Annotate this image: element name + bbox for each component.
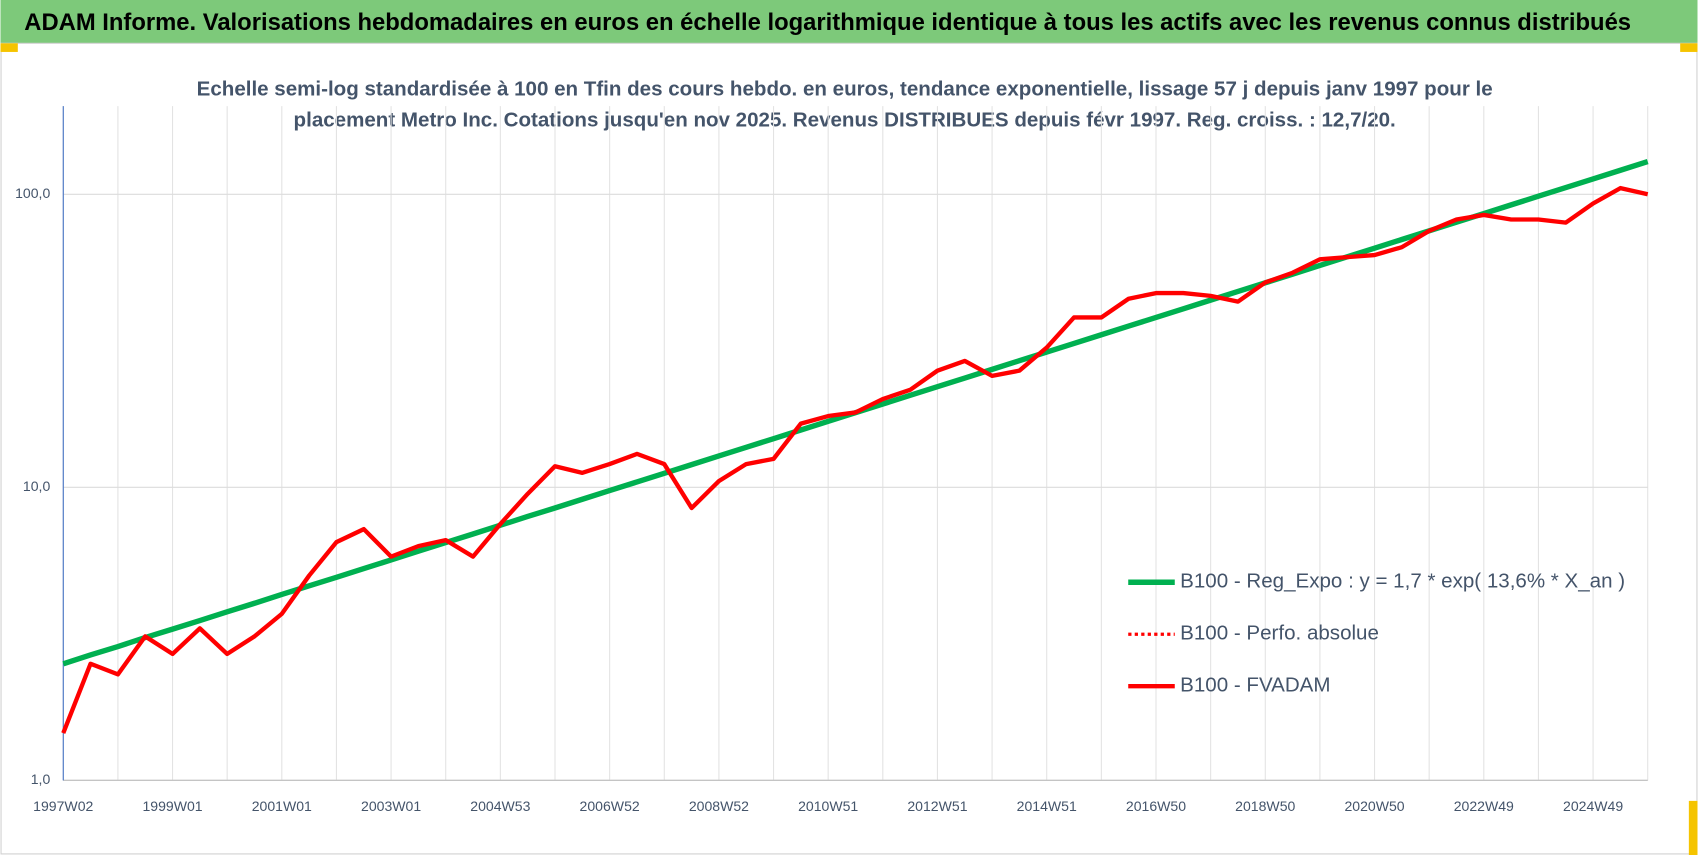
x-tick-label: 1997W02	[33, 798, 93, 814]
x-tick-label: 2003W01	[361, 798, 421, 814]
x-tick-label: 2016W50	[1126, 798, 1186, 814]
x-tick-label: 2010W51	[798, 798, 858, 814]
legend-label: B100 - Reg_Expo : y = 1,7 * exp( 13,6% *…	[1180, 570, 1625, 593]
series-line	[61, 185, 1649, 734]
y-tick-label: 10,0	[23, 478, 51, 494]
y-tick-label: 1,0	[31, 771, 51, 787]
series-line	[61, 186, 1649, 734]
header-band	[0, 0, 1698, 44]
frame	[0, 42, 1698, 855]
x-tick-label: 2020W50	[1344, 798, 1404, 814]
x-tick-label: 2018W50	[1235, 798, 1295, 814]
x-tick-label: 2004W53	[470, 798, 530, 814]
x-tick-label: 2024W49	[1563, 798, 1623, 814]
x-tick-label: 2001W01	[252, 798, 312, 814]
x-tick-label: 2008W52	[689, 798, 749, 814]
corner	[1688, 800, 1698, 855]
chart-subtitle: Echelle semi-log standardisée à 100 en T…	[197, 77, 1493, 100]
legend-label: B100 - FVADAM	[1180, 674, 1330, 697]
x-tick-label: 2012W51	[907, 798, 967, 814]
x-tick-label: 2006W52	[580, 798, 640, 814]
corner	[1680, 43, 1698, 52]
page-title: ADAM Informe. Valorisations hebdomadaire…	[24, 9, 1631, 36]
x-tick-label: 1999W01	[142, 798, 202, 814]
chart-subtitle: placement Metro Inc. Cotations jusqu'en …	[294, 109, 1396, 132]
x-tick-label: 2022W49	[1454, 798, 1514, 814]
corner	[0, 43, 18, 52]
x-tick-label: 2014W51	[1017, 798, 1077, 814]
y-tick-label: 100,0	[15, 185, 50, 201]
legend-label: B100 - Perfo. absolue	[1180, 622, 1379, 645]
